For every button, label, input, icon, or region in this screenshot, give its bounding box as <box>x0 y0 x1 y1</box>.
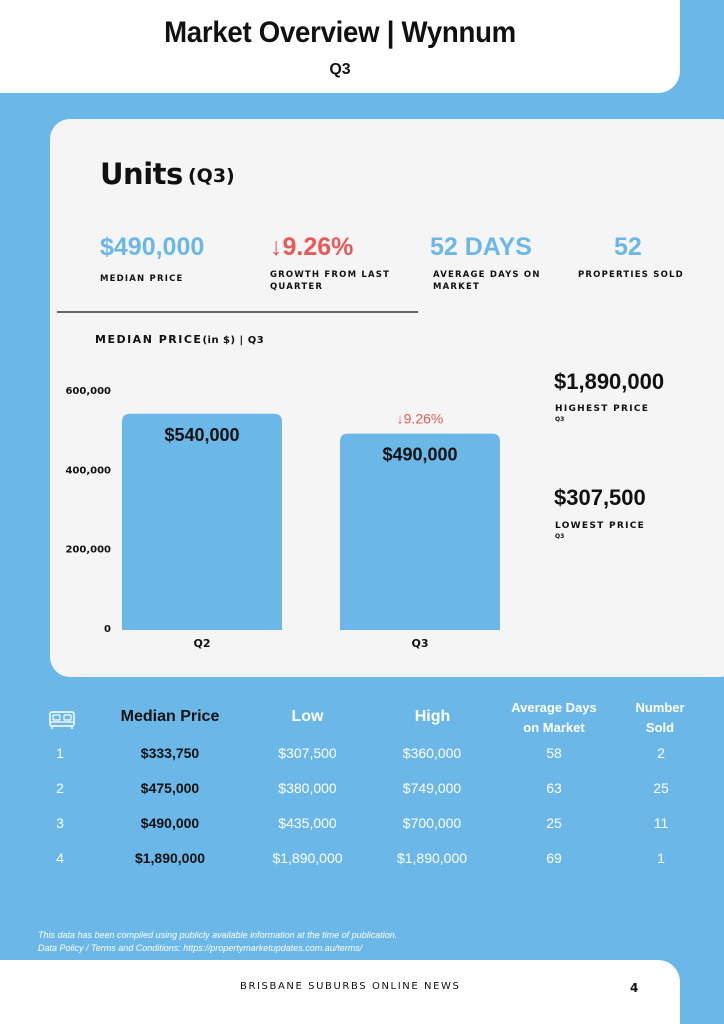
highest-price-label: HIGHEST PRICE <box>555 404 650 414</box>
bar-q3 <box>340 433 500 630</box>
cell-beds: 4 <box>56 850 64 866</box>
lowest-price-quarter: Q3 <box>555 533 565 540</box>
table-row: 1 $333,750 $307,500 $360,000 58 2 <box>30 745 710 765</box>
page-number: 4 <box>630 981 639 995</box>
header-low: Low <box>291 708 324 725</box>
cell-days: 58 <box>546 745 562 761</box>
avg-days-value: 52 DAYS <box>430 233 532 261</box>
cell-sold: 11 <box>653 815 669 831</box>
x-tick-label: Q2 <box>193 637 210 650</box>
table-row: 3 $490,000 $435,000 $700,000 25 11 <box>30 815 710 835</box>
median-price-value: $490,000 <box>100 233 205 261</box>
avg-days-label: AVERAGE DAYS ON MARKET <box>433 270 541 292</box>
bed-icon <box>49 711 75 729</box>
bar-data-label: $490,000 <box>382 445 457 465</box>
disclaimer: This data has been compiled using public… <box>38 930 398 953</box>
cell-beds: 3 <box>56 815 64 831</box>
cell-days: 69 <box>546 850 562 866</box>
cell-low: $380,000 <box>278 780 337 796</box>
cell-median: $1,890,000 <box>134 850 206 866</box>
cell-sold: 25 <box>653 780 669 796</box>
divider <box>57 311 418 313</box>
growth-label: GROWTH FROM LAST QUARTER <box>270 270 391 292</box>
x-tick-label: Q3 <box>411 637 428 650</box>
page-header: Market Overview | Wynnum Q3 <box>0 0 680 93</box>
cell-median: $475,000 <box>140 780 200 796</box>
lowest-price-label: LOWEST PRICE <box>555 521 646 531</box>
median-price-chart: 0 200,000 400,000 600,000 $540,000 $490,000 ↓… <box>65 386 500 650</box>
header-high: High <box>414 708 451 725</box>
page-footer: BRISBANE SUBURBS ONLINE NEWS 4 <box>0 960 680 1024</box>
cell-high: $360,000 <box>402 745 462 761</box>
section-quarter: (Q3) <box>188 165 235 187</box>
cell-low: $435,000 <box>278 815 337 831</box>
cell-days: 25 <box>546 815 562 831</box>
section-title: Units <box>100 157 183 191</box>
header-avg-days: Average Days on Market <box>511 700 597 735</box>
publication-name: BRISBANE SUBURBS ONLINE NEWS <box>240 981 461 992</box>
highest-price-quarter: Q3 <box>555 416 565 423</box>
lowest-price-value: $307,500 <box>554 485 646 510</box>
cell-beds: 2 <box>56 780 64 796</box>
highest-price-value: $1,890,000 <box>554 369 665 394</box>
table-row: 4 $1,890,000 $1,890,000 $1,890,000 69 1 <box>30 850 710 870</box>
x-axis: Q2 Q3 <box>193 637 428 650</box>
cell-sold: 1 <box>657 850 665 866</box>
cell-low: $307,500 <box>278 745 337 761</box>
cell-days: 63 <box>546 780 562 796</box>
y-tick-label: 600,000 <box>65 386 111 397</box>
table-row: 2 $475,000 $380,000 $749,000 63 25 <box>30 780 710 800</box>
y-tick-label: 400,000 <box>65 465 111 476</box>
cell-median: $490,000 <box>140 815 200 831</box>
down-arrow-icon: ↓ <box>270 233 283 261</box>
page-title: Market Overview | Wynnum <box>164 16 516 49</box>
properties-sold-label: PROPERTIES SOLD <box>578 270 684 280</box>
cell-low: $1,890,000 <box>272 850 343 866</box>
header-median: Median Price <box>120 708 220 725</box>
header-number-sold: Number Sold <box>635 700 685 735</box>
y-tick-label: 200,000 <box>65 545 111 556</box>
page-subtitle: Q3 <box>329 61 351 78</box>
properties-sold-value: 52 <box>614 233 642 261</box>
y-axis: 0 200,000 400,000 600,000 <box>65 386 111 635</box>
units-card: Units (Q3) $490,000 MEDIAN PRICE ↓9.26% … <box>50 119 724 677</box>
chart-title: MEDIAN PRICE(in $) | Q3 <box>95 333 265 346</box>
bar-data-label: $540,000 <box>164 425 239 445</box>
cell-sold: 2 <box>657 745 665 761</box>
cell-high: $749,000 <box>402 780 462 796</box>
bars: $540,000 $490,000 ↓9.26% <box>122 411 500 630</box>
change-annotation: ↓9.26% <box>397 411 444 427</box>
cell-high: $1,890,000 <box>396 850 468 866</box>
median-price-label: MEDIAN PRICE <box>100 274 184 284</box>
y-tick-label: 0 <box>104 624 111 635</box>
cell-beds: 1 <box>56 745 64 761</box>
growth-value: ↓9.26% <box>270 233 354 261</box>
cell-high: $700,000 <box>402 815 462 831</box>
cell-median: $333,750 <box>140 745 200 761</box>
bar-q2 <box>122 413 282 630</box>
